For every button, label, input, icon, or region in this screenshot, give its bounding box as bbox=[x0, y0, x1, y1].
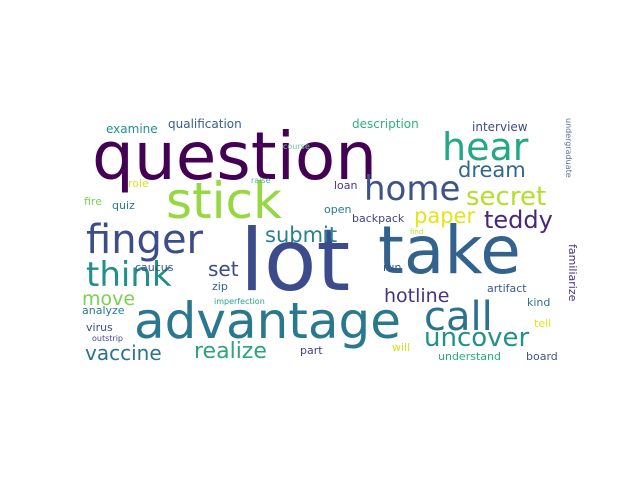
word-call: call bbox=[424, 294, 493, 340]
word-part: part bbox=[300, 344, 323, 357]
word-analyze: analyze bbox=[82, 304, 125, 317]
word-run: run bbox=[383, 261, 402, 274]
word-set: set bbox=[208, 257, 239, 281]
word-will: will bbox=[392, 341, 411, 354]
word-hotline: hotline bbox=[384, 285, 450, 307]
word-raise: raise bbox=[251, 176, 271, 185]
word-teddy: teddy bbox=[484, 206, 553, 234]
word-caucus: caucus bbox=[135, 261, 174, 274]
word-course: course bbox=[283, 142, 310, 151]
word-finger: finger bbox=[86, 217, 203, 263]
word-board: board bbox=[526, 350, 558, 363]
word-uncover: uncover bbox=[424, 323, 530, 353]
word-examine: examine bbox=[106, 122, 158, 136]
word-outstrip: outstrip bbox=[92, 334, 123, 343]
word-loan: loan bbox=[334, 179, 358, 192]
word-understand: understand bbox=[438, 350, 501, 363]
word-artifact: artifact bbox=[487, 282, 527, 295]
word-fire: fire bbox=[84, 195, 102, 208]
word-take: take bbox=[378, 212, 521, 289]
word-tell: tell bbox=[534, 317, 552, 330]
word-virus: virus bbox=[86, 321, 113, 334]
word-advantage: advantage bbox=[134, 292, 402, 350]
word-qualification: qualification bbox=[168, 117, 242, 131]
word-quiz: quiz bbox=[112, 199, 135, 212]
word-familiarize: familiarize bbox=[566, 244, 579, 302]
word-hear: hear bbox=[442, 125, 529, 169]
word-open: open bbox=[324, 203, 352, 216]
word-undergraduate: undergraduate bbox=[564, 118, 573, 178]
word-stick: stick bbox=[166, 172, 282, 230]
word-think: think bbox=[86, 255, 172, 295]
word-description: description bbox=[352, 117, 419, 131]
word-submit: submit bbox=[265, 223, 338, 247]
word-lot: lot bbox=[240, 211, 351, 311]
word-backpack: backpack bbox=[352, 212, 405, 225]
word-interview: interview bbox=[472, 120, 528, 134]
word-secret: secret bbox=[466, 182, 547, 212]
word-zip: zip bbox=[212, 280, 228, 293]
word-role: role bbox=[128, 177, 149, 190]
word-kind: kind bbox=[527, 296, 551, 309]
word-paper: paper bbox=[414, 204, 476, 228]
word-imperfection: imperfection bbox=[214, 297, 265, 306]
word-dream: dream bbox=[458, 158, 526, 182]
word-find: find bbox=[410, 228, 424, 236]
word-home: home bbox=[364, 169, 461, 209]
word-question: question bbox=[92, 118, 378, 195]
word-vaccine: vaccine bbox=[85, 341, 162, 365]
word-realize: realize bbox=[194, 339, 267, 364]
word-move: move bbox=[82, 288, 136, 310]
